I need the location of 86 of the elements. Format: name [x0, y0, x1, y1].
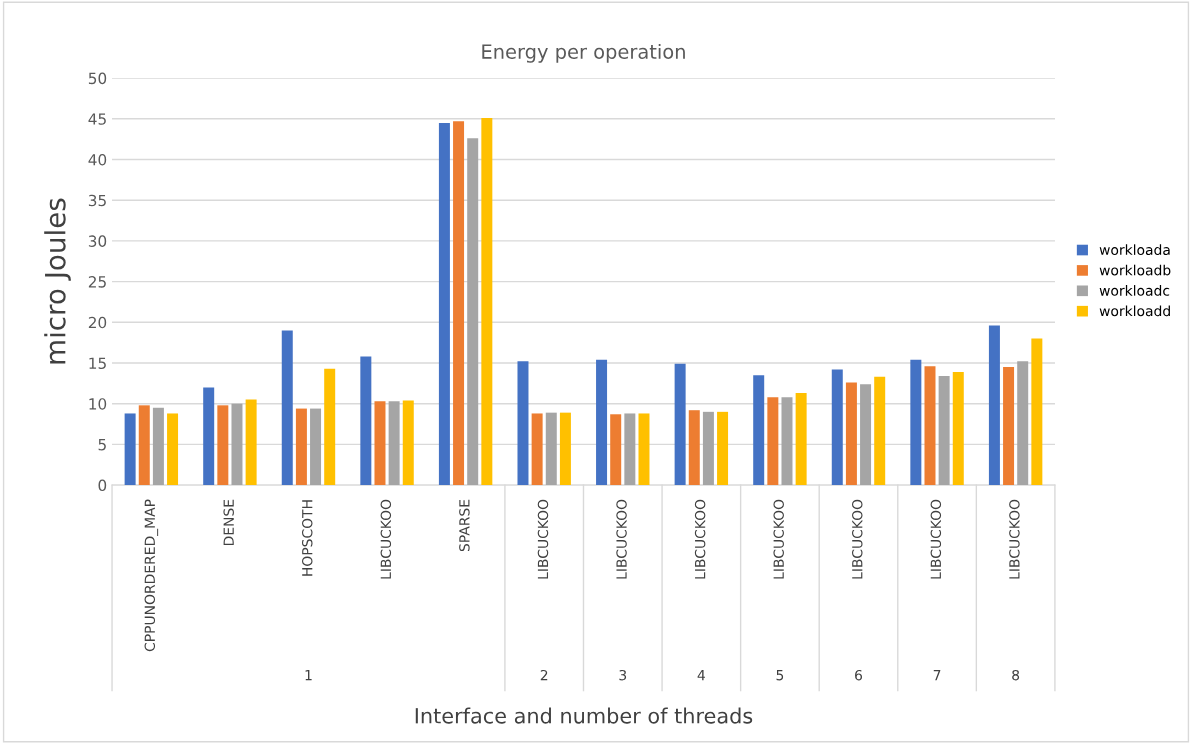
- x-tick-label: DENSE: [223, 499, 234, 546]
- bar: [295, 408, 307, 486]
- bar: [924, 366, 936, 486]
- bar: [481, 118, 493, 486]
- bar: [217, 405, 229, 486]
- bar: [438, 122, 450, 486]
- y-tick-label: 20: [88, 316, 107, 329]
- x-tick-label: SPARSE: [459, 499, 470, 552]
- x-tick-label: LIBCUCKOO: [537, 499, 549, 579]
- bar: [688, 410, 700, 486]
- bar: [203, 387, 215, 486]
- text: 4: [697, 670, 705, 681]
- bar: [245, 399, 257, 486]
- x-tick-label: LIBCUCKOO: [380, 499, 392, 579]
- x-tick-label: HOPSCOTH: [302, 500, 313, 576]
- bar: [1003, 367, 1015, 486]
- bar: [559, 412, 571, 486]
- bar: [596, 359, 608, 486]
- legend-label: workloada: [1099, 244, 1170, 256]
- bar: [453, 121, 465, 486]
- bar: [1031, 338, 1043, 486]
- bar: [910, 359, 922, 486]
- bar: [167, 413, 179, 486]
- bar: [831, 369, 843, 486]
- text: 5: [776, 670, 784, 681]
- bar: [231, 403, 243, 486]
- bar: [467, 138, 479, 486]
- bar: [938, 376, 950, 486]
- x-tick-label: LIBCUCKOO: [773, 499, 784, 579]
- y-tick-label: 35: [88, 194, 106, 207]
- x-tick-label: LIBCUCKOO: [694, 499, 706, 579]
- bar: [767, 397, 779, 486]
- text: 3: [619, 669, 627, 681]
- bar: [374, 401, 386, 486]
- bar: [324, 368, 336, 486]
- bar: [310, 408, 322, 486]
- y-tick-label: 45: [88, 113, 106, 125]
- legend-label: workloadc: [1099, 285, 1170, 296]
- bar: [638, 413, 650, 486]
- y-tick-label: 25: [88, 276, 106, 288]
- bar: [517, 361, 529, 486]
- bar: [702, 411, 714, 486]
- legend-label: workloadd: [1099, 305, 1170, 317]
- bar: [674, 363, 686, 486]
- bar: [388, 401, 400, 486]
- text: 7: [933, 670, 941, 681]
- y-tick-label: 30: [88, 235, 107, 247]
- text: 8: [1012, 669, 1020, 681]
- bar: [753, 375, 765, 486]
- x-tick-label: LIBCUCKOO: [930, 499, 942, 579]
- x-axis-title: Interface and number of threads: [415, 707, 753, 724]
- text: 1: [305, 670, 312, 681]
- x-tick-label: CPPUNORDERED_MAP: [144, 499, 159, 652]
- bar: [610, 414, 622, 486]
- bar: [360, 356, 372, 486]
- bar: [952, 371, 964, 486]
- legend-label: workloadb: [1099, 264, 1171, 276]
- bar: [717, 411, 729, 486]
- y-tick-label: 40: [88, 153, 107, 166]
- y-axis-title: micro Joules: [44, 198, 71, 364]
- bar: [1017, 361, 1029, 486]
- bar: [152, 407, 164, 486]
- chart-title: Energy per operation: [482, 43, 685, 63]
- bar: [624, 413, 636, 486]
- y-tick-label: 0: [98, 479, 107, 492]
- bar: [281, 330, 293, 486]
- bar: [124, 413, 136, 486]
- bar: [860, 384, 872, 486]
- bar: [545, 412, 557, 486]
- text: 2: [540, 669, 548, 681]
- bar: [874, 376, 886, 486]
- y-tick-label: 50: [88, 72, 107, 85]
- bar: [781, 397, 793, 486]
- bar: [845, 382, 857, 486]
- x-tick-label: LIBCUCKOO: [852, 499, 863, 579]
- x-tick-label: LIBCUCKOO: [1009, 499, 1020, 579]
- text: 6: [855, 669, 863, 681]
- y-tick-label: 5: [98, 439, 106, 451]
- y-tick-label: 15: [89, 357, 106, 370]
- bar: [402, 400, 414, 486]
- bar: [531, 413, 543, 486]
- y-tick-label: 10: [89, 398, 107, 410]
- bar: [138, 405, 150, 486]
- x-tick-label: LIBCUCKOO: [616, 499, 627, 579]
- bar: [988, 325, 1000, 486]
- bar: [795, 393, 807, 486]
